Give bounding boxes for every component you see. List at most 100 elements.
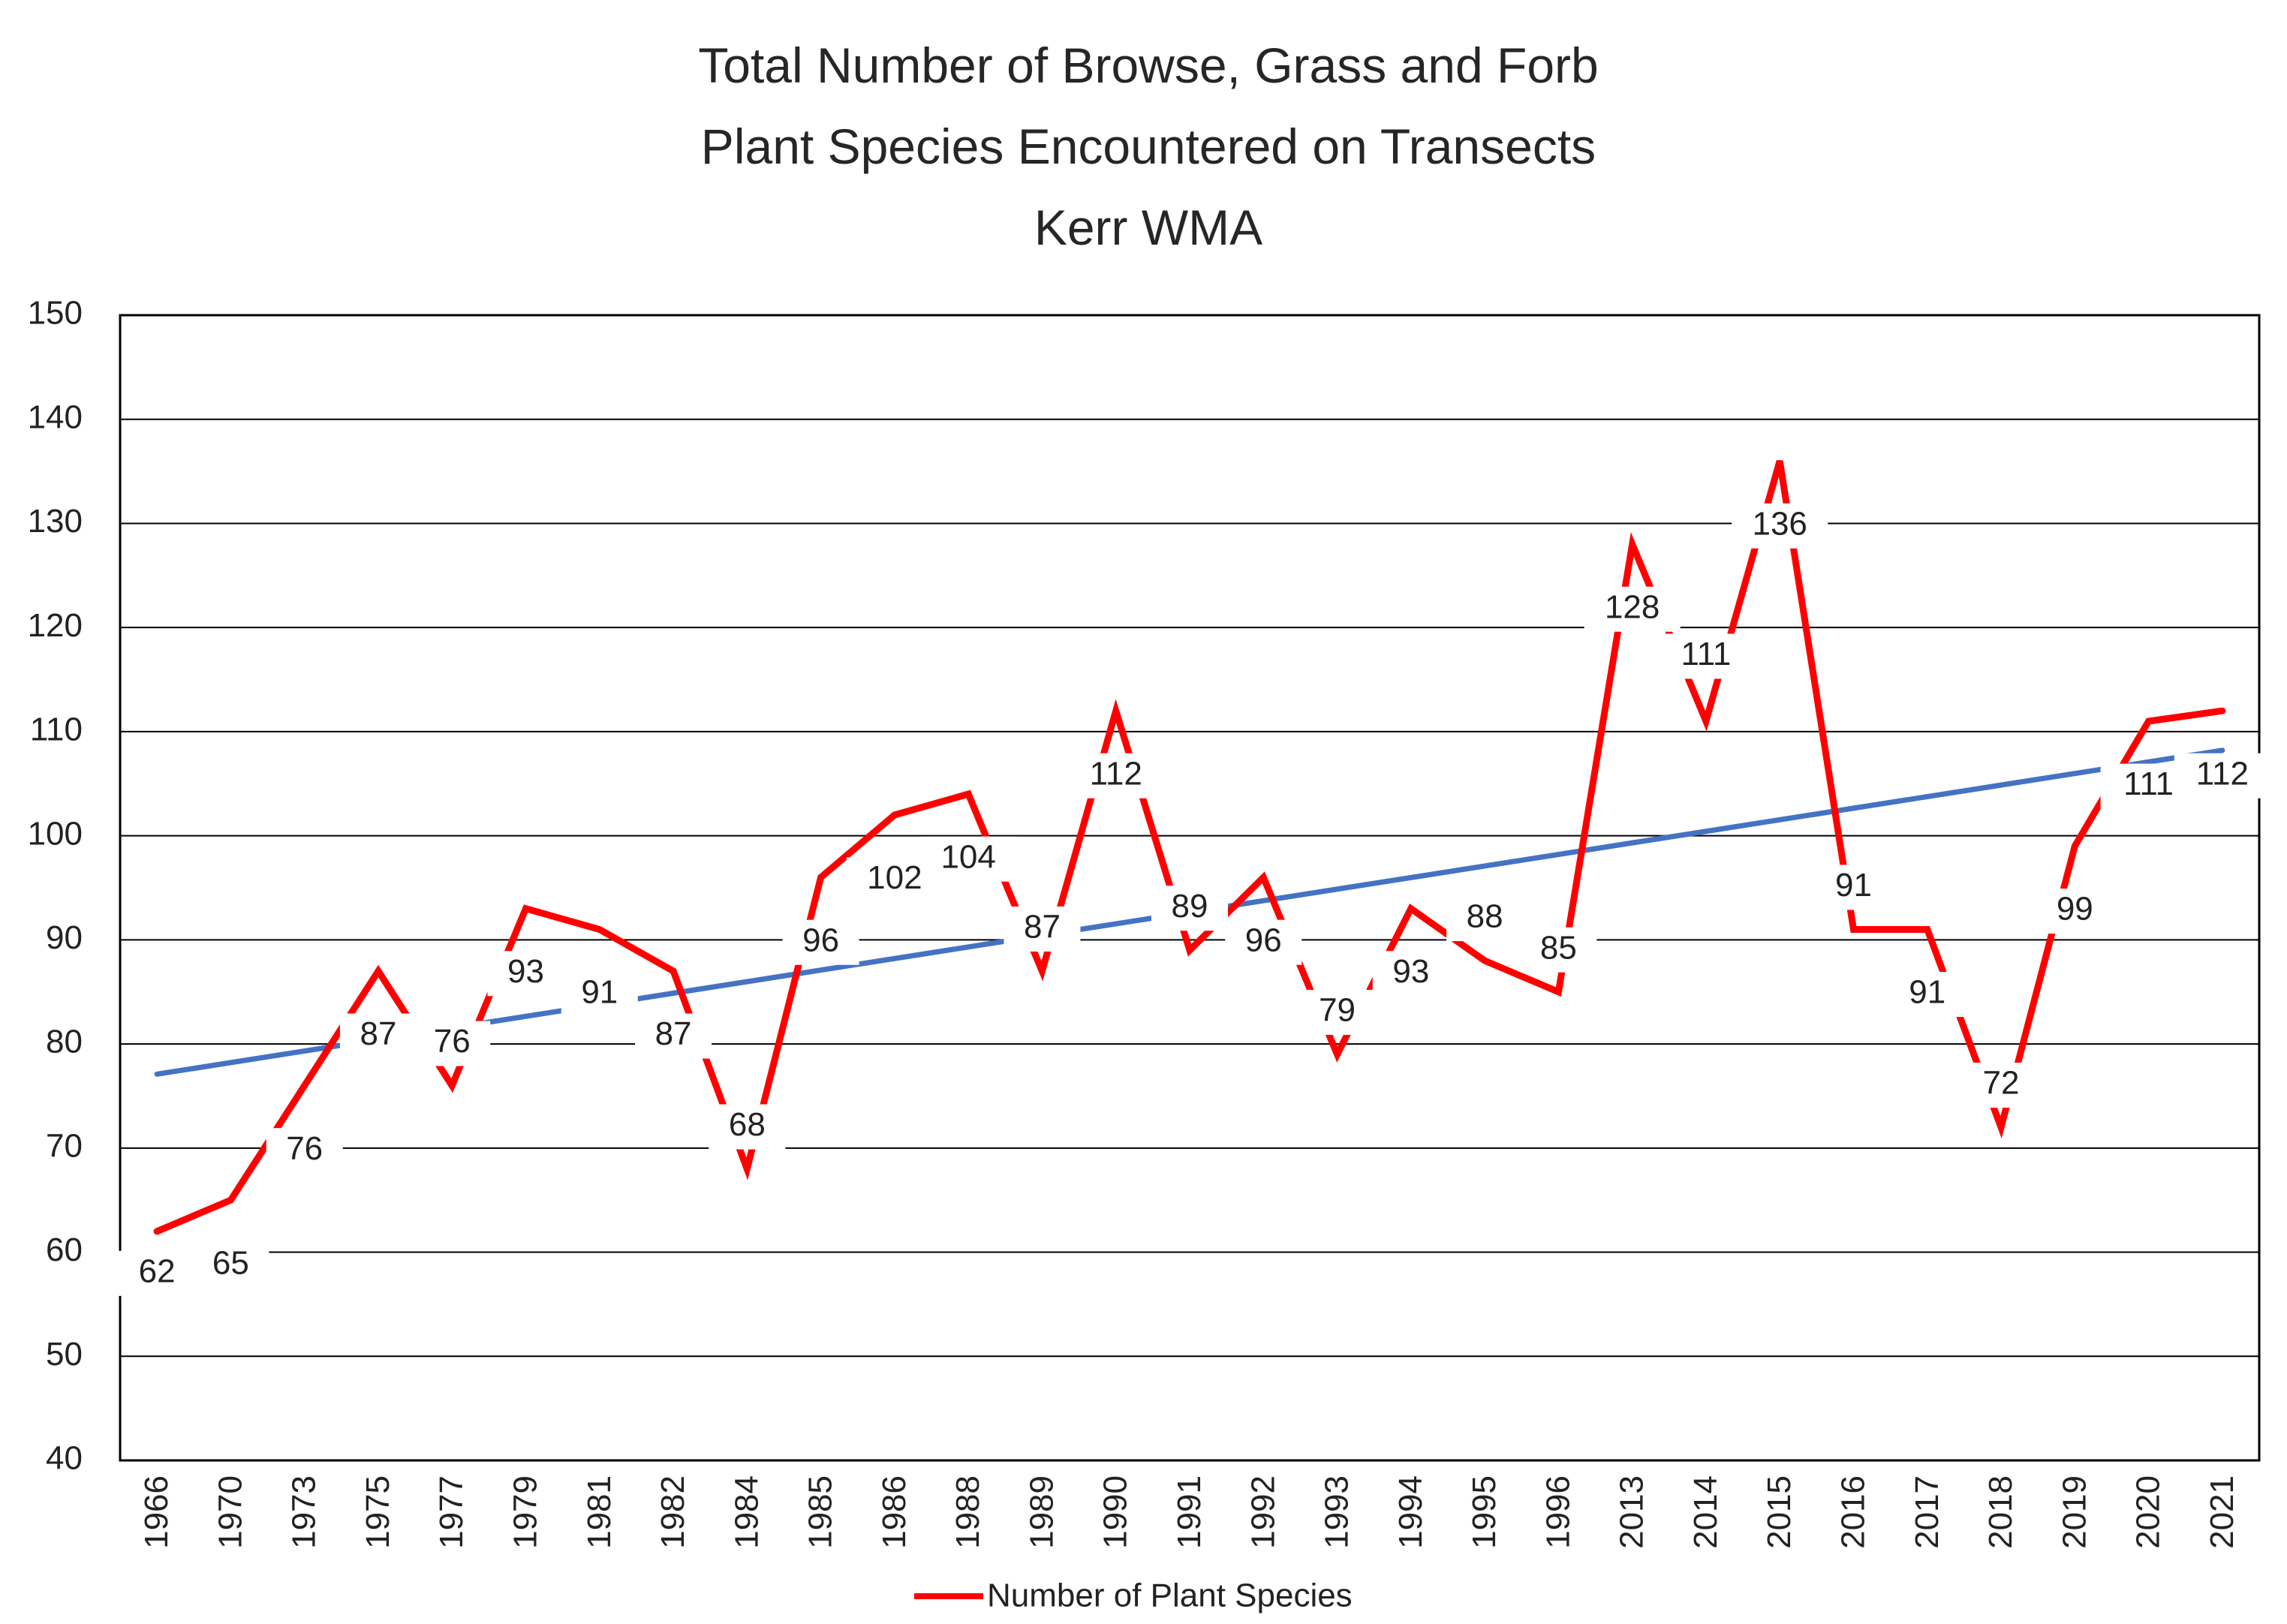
x-tick-label: 2019 xyxy=(2056,1475,2093,1549)
data-label-bg xyxy=(782,919,859,965)
x-tick-label: 1985 xyxy=(802,1475,839,1549)
x-tick-label: 1977 xyxy=(433,1475,470,1549)
y-tick-label: 120 xyxy=(28,607,83,644)
data-label: 89 xyxy=(1172,888,1208,925)
y-tick-label: 60 xyxy=(46,1232,83,1268)
x-tick-label: 1973 xyxy=(286,1475,323,1549)
x-tick-label: 1989 xyxy=(1023,1475,1060,1549)
x-tick-label: 1975 xyxy=(360,1475,396,1549)
data-label: 112 xyxy=(1090,755,1142,792)
y-tick-label: 70 xyxy=(46,1127,83,1164)
x-tick-label: 2017 xyxy=(1909,1475,1945,1549)
y-tick-label: 100 xyxy=(28,815,83,852)
data-label-bg xyxy=(266,1128,343,1174)
x-tick-label: 1984 xyxy=(728,1475,765,1549)
data-label: 76 xyxy=(286,1130,323,1167)
data-label-bg xyxy=(1888,972,1966,1018)
data-label-bg xyxy=(1067,753,1164,798)
x-tick-label: 1986 xyxy=(876,1475,913,1549)
chart-title: Total Number of Browse, Grass and Forb P… xyxy=(698,38,1598,255)
x-tick-label: 2013 xyxy=(1614,1475,1651,1549)
data-label: 91 xyxy=(581,974,618,1011)
x-tick-label: 1995 xyxy=(1466,1475,1503,1549)
data-label-bg xyxy=(119,1250,196,1296)
data-label-bg xyxy=(1657,633,1754,679)
data-label: 76 xyxy=(434,1023,471,1060)
data-label: 96 xyxy=(802,922,839,958)
x-tick-label: 1979 xyxy=(507,1475,544,1549)
x-tick-label: 1982 xyxy=(655,1475,691,1549)
data-label: 111 xyxy=(2123,765,2174,802)
x-tick-label: 2018 xyxy=(1982,1475,2019,1549)
data-label-bg xyxy=(1963,1063,2040,1108)
y-tick-label: 40 xyxy=(46,1440,83,1477)
data-label-bg xyxy=(1372,951,1449,997)
y-tick-label: 90 xyxy=(46,919,83,956)
y-tick-label: 80 xyxy=(46,1024,83,1060)
x-tick-label: 1970 xyxy=(212,1475,248,1549)
data-label: 136 xyxy=(1752,505,1807,542)
y-tick-label: 110 xyxy=(30,711,83,748)
data-label: 62 xyxy=(139,1253,176,1289)
y-tick-label: 140 xyxy=(28,398,83,435)
data-label-bg xyxy=(635,1013,712,1059)
x-tick-label: 1996 xyxy=(1539,1475,1576,1549)
data-label: 79 xyxy=(1319,992,1356,1029)
x-tick-label: 1991 xyxy=(1171,1475,1208,1549)
data-label: 111 xyxy=(1681,636,1731,672)
data-label-bg xyxy=(1004,906,1081,952)
data-label: 104 xyxy=(940,838,995,875)
x-tick-label: 2016 xyxy=(1834,1475,1871,1549)
legend: Number of Plant Species xyxy=(914,1577,1353,1614)
chart-title-line-3: Kerr WMA xyxy=(1034,200,1262,255)
x-tick-label: 2015 xyxy=(1761,1475,1798,1549)
x-tick-label: 1981 xyxy=(581,1475,618,1549)
x-tick-label: 1966 xyxy=(138,1475,175,1549)
data-label-bg xyxy=(414,1021,491,1066)
plot-area xyxy=(119,314,2261,1462)
data-label-bg xyxy=(1298,989,1376,1035)
data-label: 91 xyxy=(1835,867,1872,904)
data-label-bg xyxy=(2036,889,2114,934)
y-tick-label: 130 xyxy=(28,503,83,540)
data-label-bg xyxy=(1151,886,1228,931)
x-tick-label: 1990 xyxy=(1097,1475,1134,1549)
x-axis-ticks: 1966 1970 1973 1975 1977 1979 1981 1982 1984 1985… xyxy=(138,1475,2240,1549)
x-tick-label: 1988 xyxy=(949,1475,986,1549)
data-label-bg xyxy=(1446,896,1524,942)
data-label-bg xyxy=(1520,927,1597,973)
data-label: 99 xyxy=(2057,891,2093,928)
data-label: 112 xyxy=(2196,755,2249,792)
data-label: 65 xyxy=(212,1244,249,1281)
x-tick-label: 2020 xyxy=(2130,1475,2167,1549)
data-label: 72 xyxy=(1983,1065,2020,1102)
data-label-bg xyxy=(192,1242,269,1288)
y-tick-label: 150 xyxy=(28,295,83,332)
data-label: 93 xyxy=(507,953,544,990)
data-label-bg xyxy=(709,1104,786,1150)
data-label: 87 xyxy=(655,1015,692,1052)
data-label-bg xyxy=(2174,753,2270,798)
x-tick-label: 1992 xyxy=(1244,1475,1281,1549)
data-labels: 62 65 76 87 76 93 91 87 68 96 102 104 87 112 89 96 79 93 8… xyxy=(119,503,2270,1296)
data-label-bg xyxy=(487,951,564,997)
x-tick-label: 2021 xyxy=(2204,1475,2240,1549)
y-axis-ticks: 40 50 60 70 80 90 100 110 120 130 140 150 xyxy=(28,295,83,1477)
data-label: 91 xyxy=(1909,974,1945,1011)
chart-title-line-2: Plant Species Encountered on Transects xyxy=(701,119,1596,174)
y-tick-label: 50 xyxy=(46,1336,83,1373)
data-label: 102 xyxy=(867,859,922,896)
data-label: 68 xyxy=(729,1106,766,1143)
data-label: 88 xyxy=(1467,898,1503,935)
data-label-bg xyxy=(1815,865,1892,910)
data-label: 87 xyxy=(1024,909,1061,946)
data-label: 96 xyxy=(1245,922,1282,958)
data-label-bg xyxy=(561,972,638,1018)
data-label-bg xyxy=(1584,586,1681,632)
data-label: 93 xyxy=(1392,953,1429,990)
data-label-bg xyxy=(1732,503,1828,549)
series-line xyxy=(153,459,2226,1235)
series-group xyxy=(153,459,2226,1235)
legend-label: Number of Plant Species xyxy=(987,1577,1353,1614)
